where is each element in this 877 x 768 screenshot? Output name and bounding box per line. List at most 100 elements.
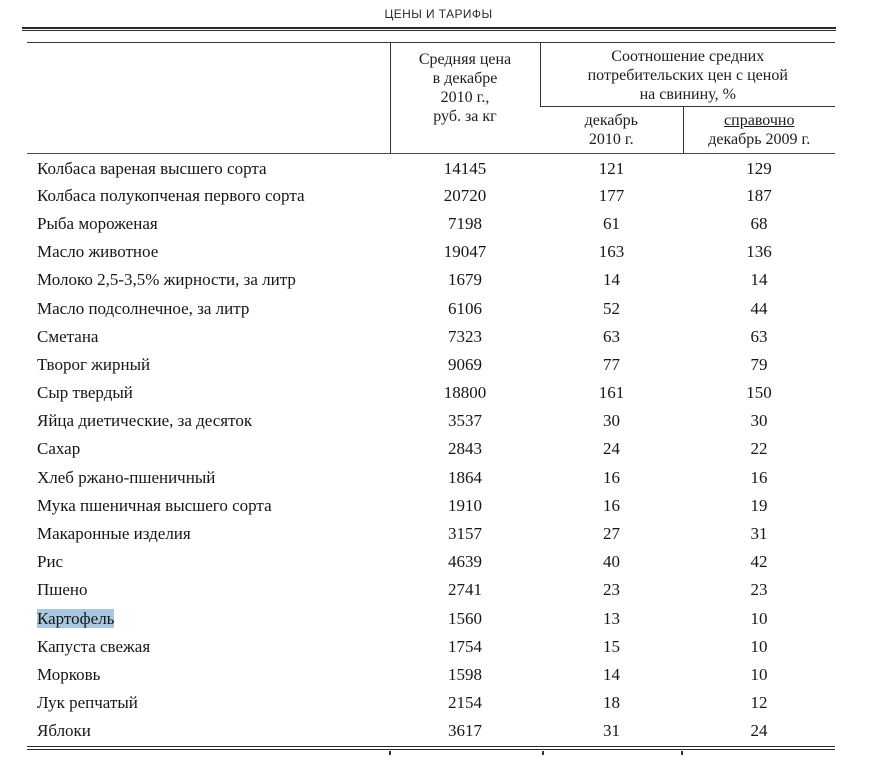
- product-name-cell: Рыба мороженая: [27, 210, 390, 238]
- header-ratio-span: Соотношение средних потребительских цен …: [539, 42, 835, 107]
- dec2010-cell: 18: [603, 693, 620, 713]
- table-row: Творог жирный 9069 77 79: [27, 351, 835, 379]
- dec2010-cell: 23: [603, 580, 620, 600]
- dec2009-cell: 10: [750, 608, 768, 628]
- product-name[interactable]: Капуста свежая: [37, 636, 151, 656]
- dec2009-cell: 187: [746, 185, 772, 205]
- product-name[interactable]: Масло подсолнечное, за литр: [37, 298, 250, 318]
- dec2009-cell: 42: [750, 552, 768, 572]
- product-name-cell: Масло животное: [27, 238, 390, 266]
- product-name[interactable]: Картофель: [37, 608, 115, 628]
- product-name-cell: Хлеб ржано-пшеничный: [27, 464, 390, 492]
- product-name[interactable]: Рис: [37, 552, 64, 572]
- product-name[interactable]: Сахар: [37, 439, 81, 459]
- column-tick-1: [389, 751, 391, 755]
- product-name[interactable]: Молоко 2,5-3,5% жирности, за литр: [37, 270, 296, 290]
- product-name-cell: Колбаса полукопченая первого сорта: [27, 182, 390, 210]
- price-cell: 2154: [448, 693, 482, 713]
- dec2009-cell: 24: [750, 721, 768, 741]
- table-row: Молоко 2,5-3,5% жирности, за литр 1679 1…: [27, 266, 835, 294]
- product-name[interactable]: Пшено: [37, 580, 88, 600]
- header-dec-2009: справочно декабрь 2009 г.: [682, 106, 835, 154]
- product-name[interactable]: Макаронные изделия: [37, 524, 191, 544]
- table-row: Рыба мороженая 7198 61 68: [27, 210, 835, 238]
- table-row: Яйца диетические, за десяток 3537 30 30: [27, 407, 835, 435]
- product-name[interactable]: Хлеб ржано-пшеничный: [37, 467, 216, 487]
- product-name[interactable]: Яйца диетические, за десяток: [37, 411, 253, 431]
- price-cell: 1754: [448, 636, 482, 656]
- table-row: Яблоки 3617 31 24: [27, 717, 835, 745]
- column-tick-3: [681, 751, 683, 755]
- product-name[interactable]: Мука пшеничная высшего сорта: [37, 495, 272, 515]
- product-name-cell: Творог жирный: [27, 351, 390, 379]
- table-row: Сахар 2843 24 22: [27, 435, 835, 463]
- dec2009-cell: 129: [746, 159, 772, 179]
- product-name-cell: Масло подсолнечное, за литр: [27, 294, 390, 322]
- table-row: Рис 4639 40 42: [27, 548, 835, 576]
- product-name-cell: Сыр твердый: [27, 379, 390, 407]
- dec2010-cell: 31: [603, 721, 620, 741]
- dec2010-cell: 13: [603, 608, 620, 628]
- price-cell: 7323: [448, 326, 482, 346]
- dec2009-cell: 16: [750, 467, 768, 487]
- dec2010-cell: 52: [603, 298, 620, 318]
- header-blank-cell: [27, 42, 390, 154]
- price-cell: 9069: [448, 354, 482, 374]
- dec2010-cell: 16: [603, 495, 620, 515]
- dec2009-cell: 44: [750, 298, 768, 318]
- product-name[interactable]: Колбаса вареная высшего сорта: [37, 159, 267, 179]
- prices-table: Средняя цена в декабре 2010 г., руб. за …: [27, 42, 835, 745]
- product-name-cell: Макаронные изделия: [27, 520, 390, 548]
- table-row: Лук репчатый 2154 18 12: [27, 689, 835, 717]
- product-name-cell: Колбаса вареная высшего сорта: [27, 154, 390, 182]
- table-row: Картофель 1560 13 10: [27, 605, 835, 633]
- price-cell: 14145: [443, 159, 487, 179]
- dec2009-cell: 14: [750, 270, 768, 290]
- dec2010-cell: 27: [603, 524, 620, 544]
- product-name[interactable]: Яблоки: [37, 721, 91, 741]
- product-name[interactable]: Сыр твердый: [37, 383, 133, 403]
- dec2009-cell: 68: [750, 213, 768, 233]
- dec2010-cell: 63: [603, 326, 620, 346]
- dec2009-cell: 79: [750, 354, 768, 374]
- table-row: Колбаса полукопченая первого сорта 20720…: [27, 182, 835, 210]
- product-name-cell: Яблоки: [27, 717, 390, 745]
- product-name-cell: Молоко 2,5-3,5% жирности, за литр: [27, 266, 390, 294]
- dec2010-cell: 24: [603, 439, 620, 459]
- table-row: Морковь 1598 14 10: [27, 661, 835, 689]
- header-dec-2010: декабрь 2010 г.: [540, 106, 683, 154]
- price-cell: 2843: [448, 439, 482, 459]
- dec2009-cell: 10: [750, 636, 768, 656]
- header-reference-label: справочно: [724, 112, 795, 129]
- product-name[interactable]: Сметана: [37, 326, 99, 346]
- product-name-cell: Яйца диетические, за десяток: [27, 407, 390, 435]
- product-name[interactable]: Лук репчатый: [37, 693, 138, 713]
- dec2009-cell: 150: [746, 383, 772, 403]
- product-name[interactable]: Колбаса полукопченая первого сорта: [37, 185, 305, 205]
- dec2010-cell: 16: [603, 467, 620, 487]
- dec2009-cell: 136: [746, 242, 772, 262]
- table-row: Макаронные изделия 3157 27 31: [27, 520, 835, 548]
- product-name[interactable]: Рыба мороженая: [37, 213, 158, 233]
- dec2010-cell: 161: [598, 383, 625, 403]
- dec2009-cell: 63: [750, 326, 768, 346]
- header-dec-2009-label: декабрь 2009 г.: [708, 131, 811, 148]
- dec2009-cell: 23: [750, 580, 768, 600]
- header-avg-price: Средняя цена в декабре 2010 г., руб. за …: [389, 42, 540, 154]
- dec2009-cell: 31: [750, 524, 768, 544]
- product-name[interactable]: Морковь: [37, 664, 101, 684]
- product-name-cell: Картофель: [27, 605, 390, 633]
- product-name[interactable]: Творог жирный: [37, 354, 151, 374]
- table-row: Сыр твердый 18800 161 150: [27, 379, 835, 407]
- price-cell: 7198: [448, 213, 482, 233]
- prices-table-container: Средняя цена в декабре 2010 г., руб. за …: [27, 42, 835, 745]
- product-name[interactable]: Масло животное: [37, 242, 159, 262]
- price-cell: 1560: [448, 608, 482, 628]
- dec2009-cell: 10: [750, 664, 768, 684]
- dec2010-cell: 163: [598, 242, 625, 262]
- price-cell: 4639: [448, 552, 482, 572]
- dec2010-cell: 77: [603, 354, 620, 374]
- dec2010-cell: 30: [603, 411, 620, 431]
- title-divider: [22, 27, 836, 31]
